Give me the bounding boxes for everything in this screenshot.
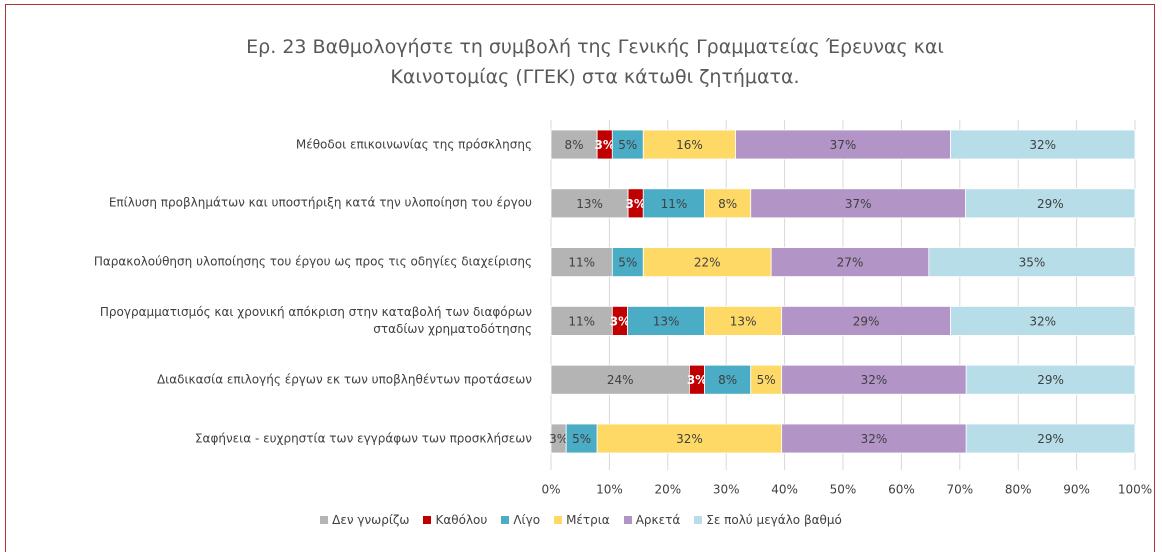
bar-segment xyxy=(735,129,951,160)
bar-segment xyxy=(950,129,1136,160)
bar-segment xyxy=(611,129,644,160)
legend-swatch xyxy=(554,516,563,524)
data-label: 32% xyxy=(1029,138,1056,152)
data-label: 29% xyxy=(1037,432,1064,446)
legend-swatch xyxy=(623,516,632,524)
legend-item: Μέτρια xyxy=(554,513,610,527)
data-label: 32% xyxy=(676,432,703,446)
legend-label: Λίγο xyxy=(513,513,541,527)
data-label: 32% xyxy=(1029,314,1056,328)
data-label: 11% xyxy=(568,256,595,270)
x-tick-label: 40% xyxy=(771,483,798,497)
legend-item: Αρκετά xyxy=(623,513,681,527)
legend-item: Σε πολύ μεγάλο βαθμό xyxy=(694,513,842,527)
data-label: 32% xyxy=(861,432,888,446)
data-label: 3% xyxy=(687,373,707,387)
x-tick-label: 20% xyxy=(654,483,681,497)
x-tick-label: 100% xyxy=(1118,483,1152,497)
chart-title: Ερ. 23 Βαθμολογήστε τη συμβολή της Γενικ… xyxy=(246,36,944,88)
data-label: 29% xyxy=(853,314,880,328)
legend-swatch xyxy=(501,516,510,524)
bar-segment xyxy=(550,305,613,336)
data-label: 37% xyxy=(830,138,857,152)
data-label: 16% xyxy=(676,138,703,152)
data-label: 37% xyxy=(845,197,872,211)
bar-segment xyxy=(928,247,1136,278)
legend: Δεν γνωρίζω Καθόλου Λίγο Μέτρια Αρκετά Σε πολ… xyxy=(0,513,1162,527)
bar-segment xyxy=(550,129,598,160)
data-label: 5% xyxy=(618,138,637,152)
data-label: 29% xyxy=(1037,373,1064,387)
data-label: 32% xyxy=(861,373,888,387)
bar-segment xyxy=(596,423,783,454)
data-label: 22% xyxy=(694,256,721,270)
y-tick-label: Μέθοδοι επικοινωνίας της πρόσκλησης xyxy=(295,137,532,151)
data-label: 29% xyxy=(1037,197,1064,211)
data-label: 5% xyxy=(572,432,591,446)
y-tick-label: Επίλυση προβλημάτων και υποστήριξη κατά … xyxy=(108,195,532,210)
legend-label: Αρκετά xyxy=(635,513,681,527)
data-label: 13% xyxy=(730,314,757,328)
bar-segment xyxy=(550,247,613,278)
bar-segment xyxy=(565,423,598,454)
data-label: 5% xyxy=(618,256,637,270)
data-label: 8% xyxy=(718,197,737,211)
bar-segment xyxy=(550,188,629,219)
legend-swatch xyxy=(423,516,432,524)
y-tick-label: Παρακολούθηση υλοποίησης του έργου ως πρ… xyxy=(93,254,532,269)
data-label: 3% xyxy=(595,138,615,152)
x-tick-label: 30% xyxy=(713,483,740,497)
data-label: 11% xyxy=(661,197,688,211)
data-label: 27% xyxy=(837,256,864,270)
data-label: 3% xyxy=(549,432,568,446)
x-tick-label: 80% xyxy=(1005,483,1032,497)
bar-segment xyxy=(750,188,967,219)
bar-segment xyxy=(950,305,1136,336)
legend-label: Σε πολύ μεγάλο βαθμό xyxy=(706,513,842,527)
legend-item: Λίγο xyxy=(501,513,540,527)
bar-segment xyxy=(550,364,690,395)
data-label: 5% xyxy=(757,373,776,387)
data-label: 24% xyxy=(607,373,634,387)
x-tick-label: 60% xyxy=(888,483,915,497)
bar-segment xyxy=(781,305,951,336)
x-tick-label: 0% xyxy=(541,483,560,497)
data-label: 35% xyxy=(1019,256,1046,270)
bar-segment xyxy=(781,364,967,395)
legend-swatch xyxy=(320,516,329,524)
bar-segment xyxy=(627,305,705,336)
legend-label: Δεν γνωρίζω xyxy=(332,513,410,527)
bar-segment xyxy=(965,364,1136,395)
data-label: 8% xyxy=(565,138,584,152)
x-tick-label: 50% xyxy=(830,483,857,497)
y-tick-label: Διαδικασία επιλογής έργων εκ των υποβληθ… xyxy=(156,372,532,387)
frame xyxy=(5,4,1155,552)
data-label: 11% xyxy=(568,314,595,328)
bar-segment xyxy=(611,247,644,278)
x-tick-label: 10% xyxy=(596,483,623,497)
x-tick-label: 90% xyxy=(1063,483,1090,497)
bar-segment xyxy=(642,247,772,278)
legend-item: Δεν γνωρίζω xyxy=(320,513,409,527)
y-tick-label: Σαφήνεια - ευχρηστία των εγγράφων των πρ… xyxy=(194,431,532,445)
x-tick-label: 70% xyxy=(946,483,973,497)
legend-swatch xyxy=(694,516,703,524)
data-label: 8% xyxy=(718,373,737,387)
legend-label: Καθόλου xyxy=(435,513,488,527)
data-label: 13% xyxy=(653,314,680,328)
legend-label: Μέτρια xyxy=(566,513,610,527)
data-label: 13% xyxy=(576,197,603,211)
data-label: 3% xyxy=(610,314,630,328)
legend-item: Καθόλου xyxy=(423,513,487,527)
bar-segment xyxy=(781,423,967,454)
y-tick-label: Προγραμματισμός και χρονική απόκριση στη… xyxy=(99,304,532,336)
data-label: 3% xyxy=(625,197,645,211)
bar-segment xyxy=(965,423,1136,454)
bar-segment xyxy=(965,188,1136,219)
